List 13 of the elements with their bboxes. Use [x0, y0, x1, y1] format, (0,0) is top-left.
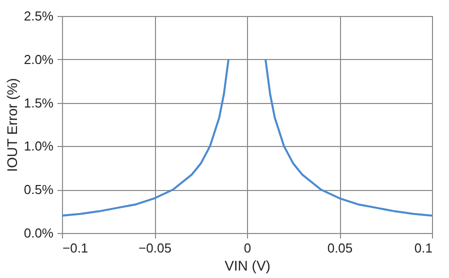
y-tick-label: 1.5%: [24, 95, 54, 110]
x-tick-label: 0.05: [327, 240, 353, 256]
x-tick-label: 0: [244, 240, 252, 256]
x-tick-label: −0.05: [138, 240, 172, 256]
y-tick-label: 0.0%: [24, 226, 54, 240]
y-tick-label: 0.5%: [24, 182, 54, 198]
y-tick-label: 2.5%: [24, 8, 54, 24]
x-axis-title: VIN (V): [224, 258, 270, 274]
y-tick-label: 1.0%: [24, 138, 54, 154]
y-axis-title: IOUT Error (%): [4, 78, 20, 172]
y-tick-label: 2.0%: [24, 52, 54, 67]
x-tick-label: −0.1: [62, 240, 88, 256]
x-tick-label: 0.1: [414, 240, 432, 256]
